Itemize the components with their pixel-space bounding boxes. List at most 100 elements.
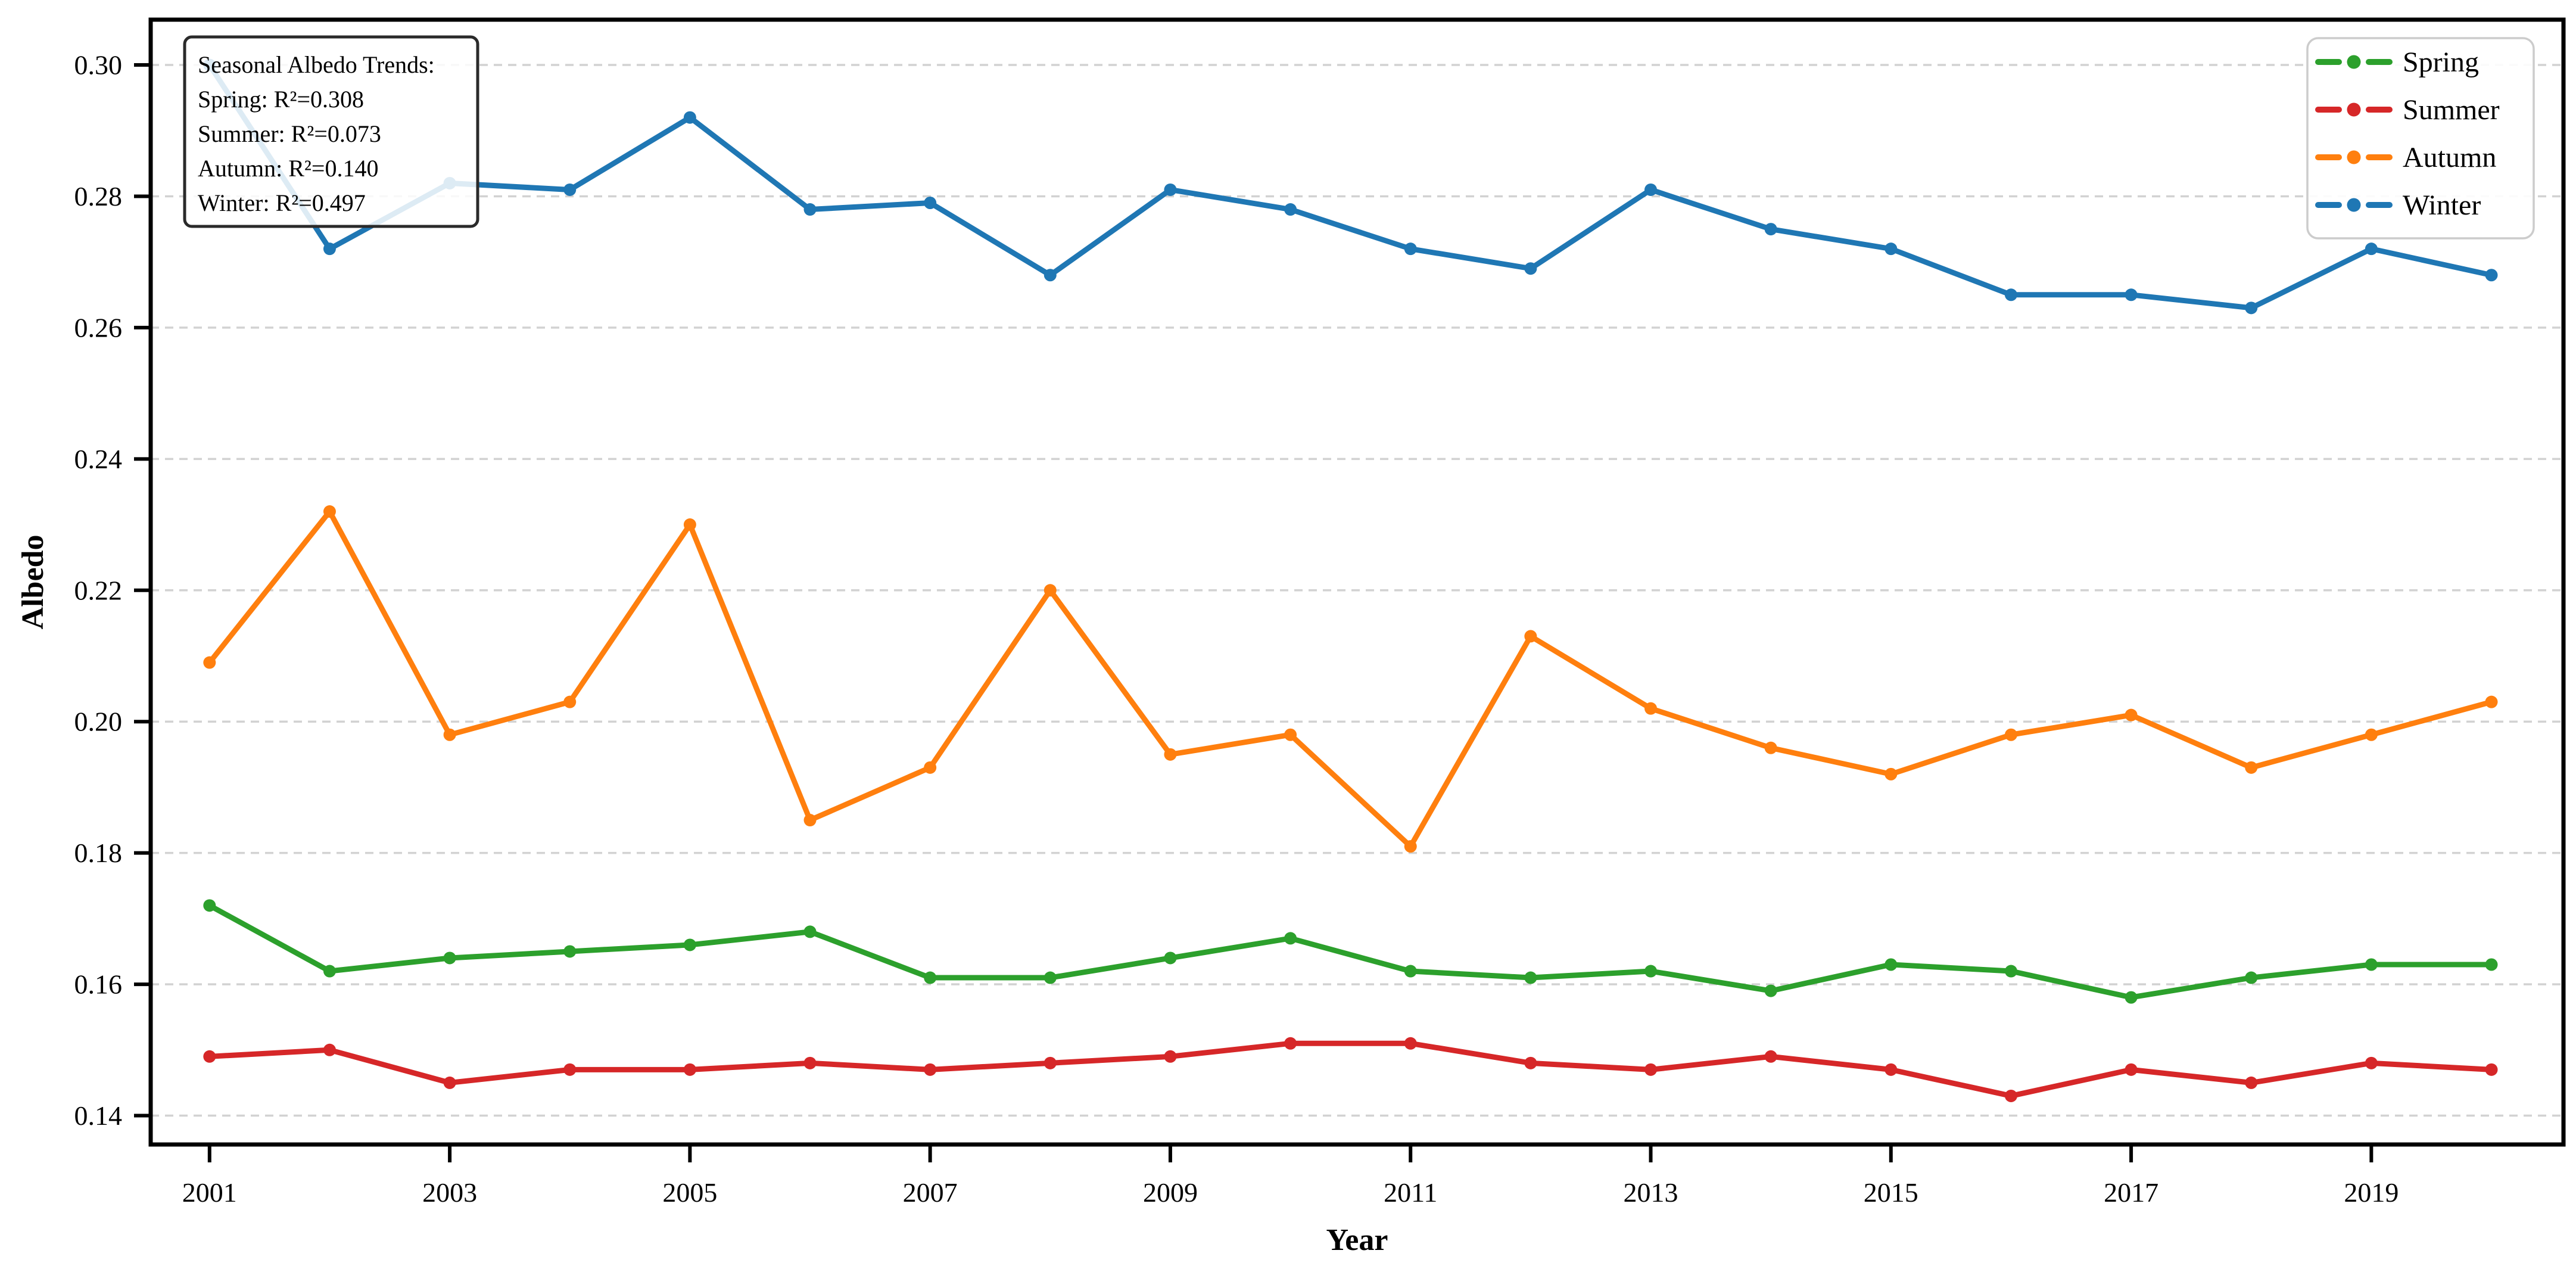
legend-item-autumn: Autumn (2315, 142, 2496, 173)
data-point-autumn (1885, 767, 1898, 780)
annotation-line: Spring: R²=0.308 (198, 86, 364, 113)
data-point-summer (683, 1063, 696, 1076)
data-point-winter (2125, 288, 2138, 301)
series-line-autumn (207, 509, 2494, 850)
series-autumn (203, 505, 2498, 853)
data-point-spring (2125, 991, 2138, 1004)
data-point-spring (2485, 958, 2498, 971)
legend: Spring Summer Autumn Winter (2306, 37, 2535, 240)
x-tick-label: 2007 (903, 1177, 958, 1208)
y-tick-label: 0.14 (74, 1100, 123, 1131)
series-summer (203, 1037, 2498, 1102)
data-point-spring (1644, 965, 1658, 978)
data-point-spring (1164, 951, 1177, 965)
axes-frame (148, 17, 2566, 1147)
data-point-summer (443, 1076, 456, 1089)
y-tick-label: 0.26 (74, 312, 123, 343)
x-tick-label: 2001 (182, 1177, 237, 1208)
data-point-summer (1885, 1063, 1898, 1076)
data-point-autumn (2365, 728, 2378, 741)
annotation-line: Autumn: R²=0.140 (198, 155, 378, 182)
data-point-winter (1164, 183, 1177, 196)
data-point-spring (443, 951, 456, 965)
data-point-summer (2245, 1076, 2258, 1089)
data-point-autumn (1164, 748, 1177, 761)
legend-item-winter: Winter (2315, 189, 2481, 221)
data-point-spring (1044, 971, 1057, 984)
data-point-spring (563, 945, 577, 958)
data-point-winter (2245, 301, 2258, 315)
data-point-autumn (924, 761, 937, 774)
y-tick-label: 0.28 (74, 181, 123, 212)
data-point-spring (803, 925, 817, 938)
data-point-summer (1764, 1050, 1777, 1063)
data-point-summer (203, 1050, 216, 1063)
data-point-spring (2004, 965, 2017, 978)
legend-label: Winter (2403, 189, 2481, 221)
data-point-summer (563, 1063, 577, 1076)
x-tick-label: 2011 (1384, 1177, 1437, 1208)
x-axis: 2001 2003 2005 2007 2009 2011 2013 2015 2017 2019 (182, 1145, 2399, 1208)
x-tick-label: 2017 (2104, 1177, 2158, 1208)
data-point-winter (563, 183, 577, 196)
x-tick-label: 2013 (1624, 1177, 1678, 1208)
x-tick-label: 2019 (2344, 1177, 2399, 1208)
annotation-line: Winter: R²=0.497 (198, 189, 366, 216)
legend-label: Spring (2403, 46, 2479, 78)
y-gridlines (151, 64, 2563, 1117)
data-point-winter (803, 203, 817, 216)
data-point-autumn (2485, 695, 2498, 708)
data-point-winter (1404, 242, 1417, 256)
data-point-winter (2004, 288, 2017, 301)
data-point-autumn (323, 505, 336, 518)
x-tick-label: 2009 (1143, 1177, 1198, 1208)
data-point-summer (1524, 1056, 1537, 1069)
y-tick-label: 0.22 (74, 575, 123, 605)
legend-marker (2347, 198, 2361, 212)
data-point-summer (1284, 1037, 1297, 1050)
data-point-summer (1644, 1063, 1658, 1076)
series-spring (203, 899, 2498, 1004)
x-tick-label: 2015 (1864, 1177, 1918, 1208)
data-point-winter (924, 197, 937, 210)
y-tick-label: 0.20 (74, 707, 123, 737)
data-point-autumn (2125, 708, 2138, 721)
data-point-spring (2365, 958, 2378, 971)
data-point-winter (1044, 269, 1057, 282)
y-axis: 0.14 0.16 0.18 0.20 0.22 0.24 0.26 0.28 0.30 (74, 50, 151, 1131)
data-point-autumn (1284, 728, 1297, 741)
data-point-spring (924, 971, 937, 984)
y-tick-label: 0.16 (74, 969, 123, 1000)
data-point-spring (683, 938, 696, 951)
legend-frame (2306, 37, 2535, 240)
annotation-title: Seasonal Albedo Trends: (198, 51, 435, 78)
series-line-winter (207, 62, 2494, 311)
data-point-winter (1644, 183, 1658, 196)
y-tick-label: 0.30 (74, 50, 123, 80)
data-point-spring (203, 899, 216, 912)
series-winter (203, 58, 2498, 315)
data-point-autumn (443, 728, 456, 741)
legend-label: Autumn (2403, 142, 2496, 173)
data-point-spring (1524, 971, 1537, 984)
data-point-spring (1404, 965, 1417, 978)
y-tick-label: 0.24 (74, 444, 123, 474)
x-tick-label: 2005 (662, 1177, 717, 1208)
data-point-winter (323, 242, 336, 256)
data-point-summer (323, 1043, 336, 1056)
series-line-spring (207, 903, 2494, 1000)
series-line-summer (207, 1040, 2494, 1099)
data-point-summer (1404, 1037, 1417, 1050)
data-point-winter (2485, 269, 2498, 282)
data-point-summer (1164, 1050, 1177, 1063)
data-point-winter (1885, 242, 1898, 256)
data-point-spring (323, 965, 336, 978)
data-point-spring (1885, 958, 1898, 971)
data-point-autumn (203, 656, 216, 669)
data-point-summer (2004, 1089, 2017, 1102)
data-point-spring (2245, 971, 2258, 984)
data-point-winter (1524, 262, 1537, 275)
data-point-winter (1764, 223, 1777, 236)
data-point-autumn (1524, 630, 1537, 643)
